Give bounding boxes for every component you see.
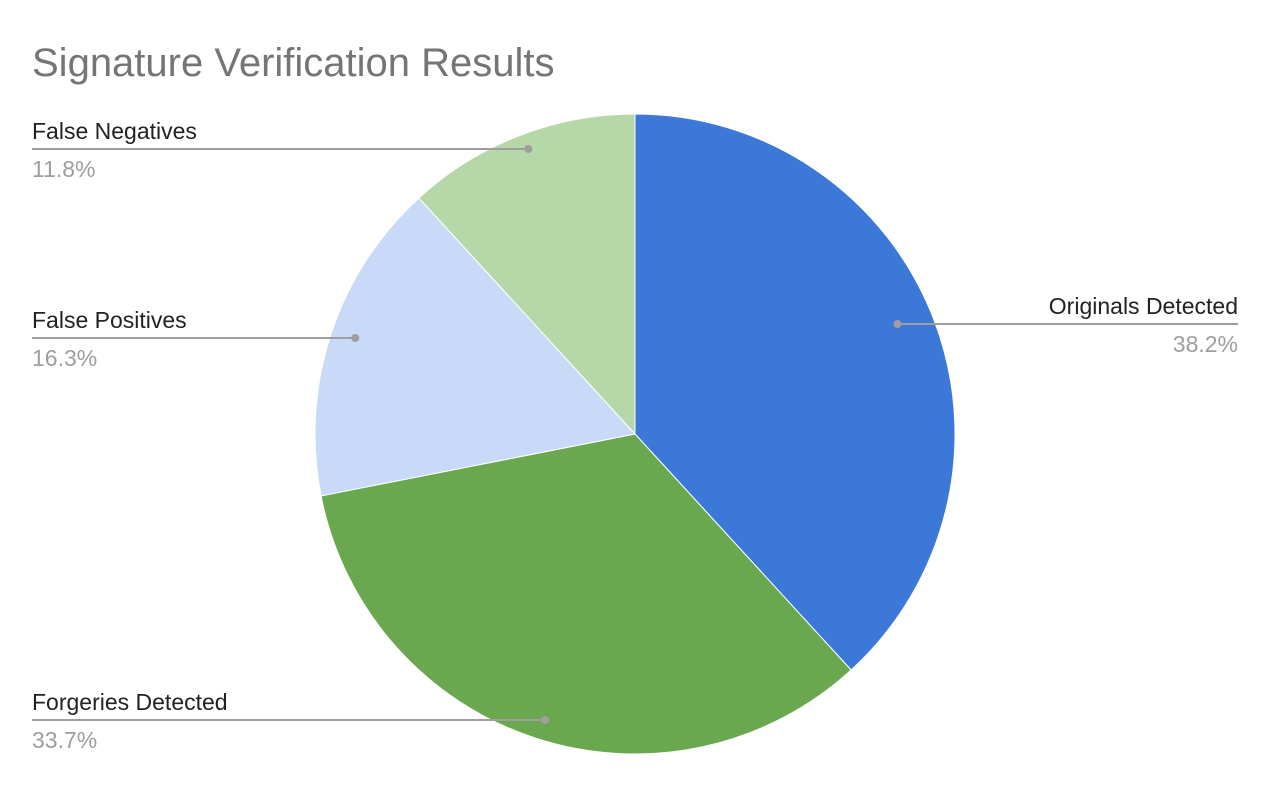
slice-label-originals-detected: Originals Detected bbox=[1049, 293, 1238, 319]
leader-dot-false-positives bbox=[351, 334, 360, 342]
slice-label-false-negatives: False Negatives bbox=[32, 118, 197, 144]
leader-dot-originals-detected bbox=[893, 320, 902, 328]
slice-percent-originals-detected: 38.2% bbox=[1173, 331, 1238, 357]
slice-label-forgeries-detected: Forgeries Detected bbox=[32, 689, 228, 715]
leader-dot-false-negatives bbox=[524, 145, 533, 153]
pie-slice-forgeries-detected bbox=[320, 433, 852, 755]
pie-slice-originals-detected bbox=[634, 113, 956, 671]
slice-percent-false-positives: 16.3% bbox=[32, 345, 97, 371]
pie-slices bbox=[314, 113, 956, 755]
slice-label-false-positives: False Positives bbox=[32, 307, 187, 333]
slice-percent-forgeries-detected: 33.7% bbox=[32, 727, 97, 753]
slice-percent-false-negatives: 11.8% bbox=[32, 156, 96, 182]
pie-slice-false-positives bbox=[314, 197, 636, 497]
pie-labels: Originals Detected 38.2% Forgeries Detecte… bbox=[32, 118, 1238, 753]
pie-slice-false-negatives bbox=[418, 113, 636, 436]
leader-dot-forgeries-detected bbox=[541, 716, 550, 724]
chart-title: Signature Verification Results bbox=[32, 41, 555, 85]
